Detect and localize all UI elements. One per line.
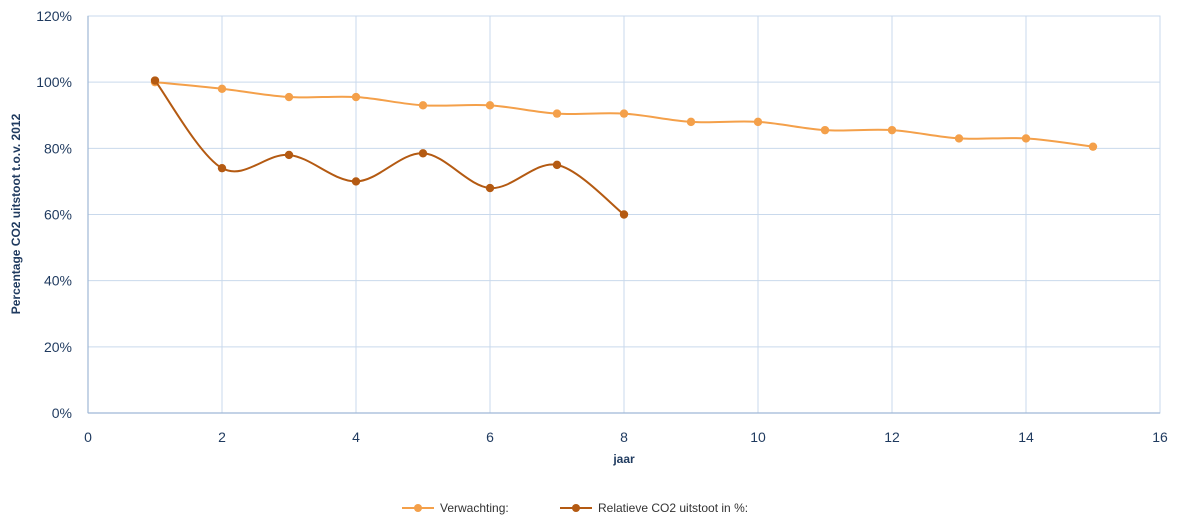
- x-tick-label: 12: [884, 429, 900, 445]
- data-point: [954, 134, 964, 143]
- data-point: [1021, 134, 1031, 143]
- data-point: [284, 92, 294, 102]
- y-tick-label: 80%: [44, 140, 72, 156]
- data-point: [217, 84, 227, 93]
- series-1: [150, 77, 1098, 151]
- y-tick-label: 120%: [36, 8, 72, 24]
- x-tick-label: 4: [352, 429, 360, 445]
- series-2: [150, 76, 629, 219]
- data-point: [619, 210, 629, 219]
- data-point: [619, 109, 629, 118]
- data-point: [485, 101, 495, 110]
- series-layer: [150, 76, 1098, 219]
- y-tick-label: 40%: [44, 273, 72, 289]
- x-tick-label: 0: [84, 429, 92, 445]
- legend-swatch-marker: [414, 504, 422, 512]
- data-point: [887, 125, 897, 135]
- data-point: [552, 160, 562, 170]
- legend: Verwachting: Relatieve CO2 uitstoot in %:: [402, 501, 748, 515]
- data-point: [820, 125, 830, 135]
- x-tick-label: 16: [1152, 429, 1168, 445]
- legend-label: Relatieve CO2 uitstoot in %:: [598, 501, 748, 515]
- y-tick-label: 60%: [44, 207, 72, 223]
- data-point: [686, 117, 696, 127]
- x-axis-title: jaar: [612, 452, 635, 466]
- data-point: [284, 150, 294, 160]
- legend-item: Verwachting:: [402, 501, 509, 515]
- data-point: [1088, 142, 1098, 151]
- x-tick-label: 10: [750, 429, 766, 445]
- axes: [87, 16, 1160, 414]
- y-axis-title: Percentage CO2 uitstoot t.o.v. 2012: [9, 113, 23, 314]
- data-point: [418, 149, 428, 158]
- data-point: [485, 183, 495, 193]
- x-tick-label: 6: [486, 429, 494, 445]
- y-tick-label: 20%: [44, 339, 72, 355]
- y-tick-label: 0%: [52, 405, 72, 421]
- legend-swatch-marker: [572, 504, 580, 512]
- data-point: [351, 177, 361, 186]
- data-point: [150, 76, 160, 85]
- legend-label: Verwachting:: [440, 501, 509, 515]
- legend-item: Relatieve CO2 uitstoot in %:: [560, 501, 748, 515]
- x-tick-label: 14: [1018, 429, 1034, 445]
- y-tick-label: 100%: [36, 74, 72, 90]
- tick-labels: 0% 20% 40% 60% 80% 100% 120% 0 2 4 6 8 10 12 14 16: [36, 8, 1168, 445]
- data-point: [217, 163, 227, 173]
- x-tick-label: 2: [218, 429, 226, 445]
- data-point: [753, 117, 763, 127]
- data-point: [351, 92, 361, 102]
- x-tick-label: 8: [620, 429, 628, 445]
- data-point: [418, 101, 428, 110]
- data-point: [552, 109, 562, 118]
